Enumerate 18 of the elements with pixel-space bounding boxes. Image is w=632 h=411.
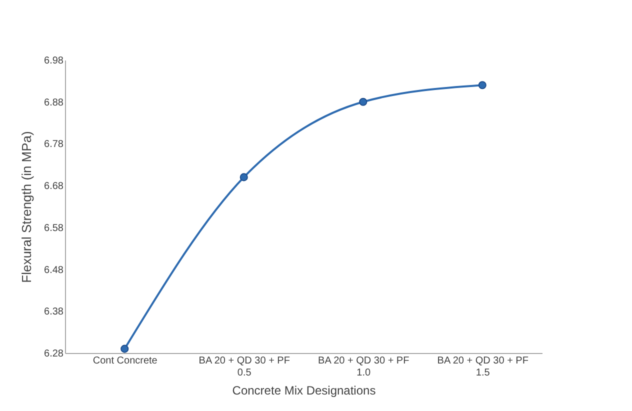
y-axis-title: Flexural Strength (in MPa) <box>19 131 34 283</box>
y-tick-label: 6.98 <box>44 56 64 66</box>
x-tick-label: BA 20 + QD 30 + PF 1.0 <box>318 356 410 378</box>
y-tick-label: 6.78 <box>44 139 64 150</box>
x-tick-label: BA 20 + QD 30 + PF 1.5 <box>437 356 528 378</box>
x-tick-label: Cont Concrete <box>92 356 158 366</box>
y-tick-label: 6.48 <box>44 264 64 276</box>
y-tick-label: 6.28 <box>44 348 64 360</box>
point <box>240 173 248 182</box>
point <box>120 344 129 353</box>
x-tick-label: BA 20 + QD 30 + PF 0.5 <box>198 356 290 378</box>
y-tick-label: 6.68 <box>44 181 64 192</box>
y-tick-label: 6.58 <box>44 222 64 234</box>
point <box>359 98 368 106</box>
y-tick-label: 6.38 <box>44 306 64 318</box>
point <box>478 81 486 90</box>
x-axis-title: Concrete Mix Designations <box>232 384 376 398</box>
y-tick-label: 6.88 <box>44 97 64 108</box>
